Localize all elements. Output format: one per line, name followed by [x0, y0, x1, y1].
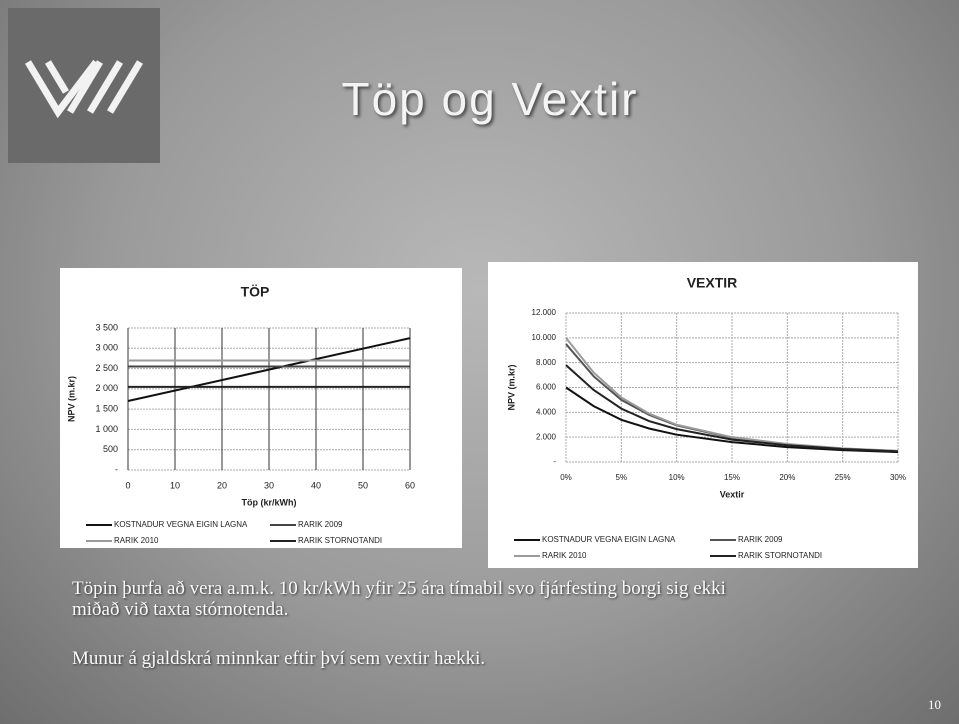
y-tick-label: 3 500 [95, 322, 118, 332]
legend-label: RARIK 2009 [298, 520, 343, 529]
x-tick-label: 0 [125, 480, 130, 490]
x-tick-label: 60 [405, 480, 415, 490]
y-tick-label: 2 500 [95, 363, 118, 373]
y-tick-label: 1 000 [95, 424, 118, 434]
chart-panel [60, 268, 462, 548]
bullet: Töpin þurfa að vera a.m.k. 10 kr/kWh yfi… [72, 578, 726, 620]
page-number: 10 [928, 697, 941, 712]
x-tick-label: 20 [217, 480, 227, 490]
slide-title: Töp og Vextir [341, 73, 639, 125]
x-tick-label: 0% [560, 473, 572, 482]
y-tick-label: 3 000 [95, 343, 118, 353]
series-line [565, 364, 899, 453]
y-tick-label: 4.000 [536, 407, 557, 416]
series-line [565, 386, 899, 454]
chart-title: VEXTIR [687, 275, 738, 291]
x-tick-label: 20% [779, 473, 795, 482]
y-tick-label: 500 [103, 444, 118, 454]
x-tick-label: 40 [311, 480, 321, 490]
legend-label: KOSTNADUR VEGNA EIGIN LAGNA [114, 520, 248, 529]
y-axis-label: NPV (m.kr) [66, 376, 76, 422]
legend-label: RARIK 2010 [542, 551, 587, 560]
y-tick-label: 2.000 [536, 432, 557, 441]
x-tick-label: 25% [835, 473, 851, 482]
y-axis-label: NPV (m.kr) [506, 364, 516, 410]
y-tick-label: - [553, 457, 556, 466]
x-tick-label: 5% [616, 473, 628, 482]
y-tick-label: 1 500 [95, 404, 118, 414]
legend-label: KOSTNADUR VEGNA EIGIN LAGNA [542, 535, 676, 544]
y-tick-label: 6.000 [536, 383, 557, 392]
legend-label: RARIK 2010 [114, 536, 159, 545]
x-axis-label: Töp (kr/kWh) [242, 497, 297, 507]
legend-label: RARIK 2009 [738, 535, 783, 544]
x-tick-label: 10 [170, 480, 180, 490]
y-tick-label: 10.000 [532, 333, 557, 342]
legend-label: RARIK STORNOTANDI [738, 551, 822, 560]
x-axis-label: Vextir [720, 489, 745, 499]
chart-title: TÖP [241, 284, 270, 300]
bullet: Munur á gjaldskrá minnkar eftir því sem … [72, 648, 486, 669]
y-tick-label: 8.000 [536, 358, 557, 367]
y-tick-label: 12.000 [532, 308, 557, 317]
x-tick-label: 15% [724, 473, 740, 482]
series-line [127, 337, 411, 403]
x-tick-label: 30% [890, 473, 906, 482]
x-tick-label: 30 [264, 480, 274, 490]
x-tick-label: 10% [669, 473, 685, 482]
logo [24, 59, 144, 119]
x-tick-label: 50 [358, 480, 368, 490]
legend-label: RARIK STORNOTANDI [298, 536, 382, 545]
y-tick-label: - [115, 464, 118, 474]
y-tick-label: 2 000 [95, 383, 118, 393]
